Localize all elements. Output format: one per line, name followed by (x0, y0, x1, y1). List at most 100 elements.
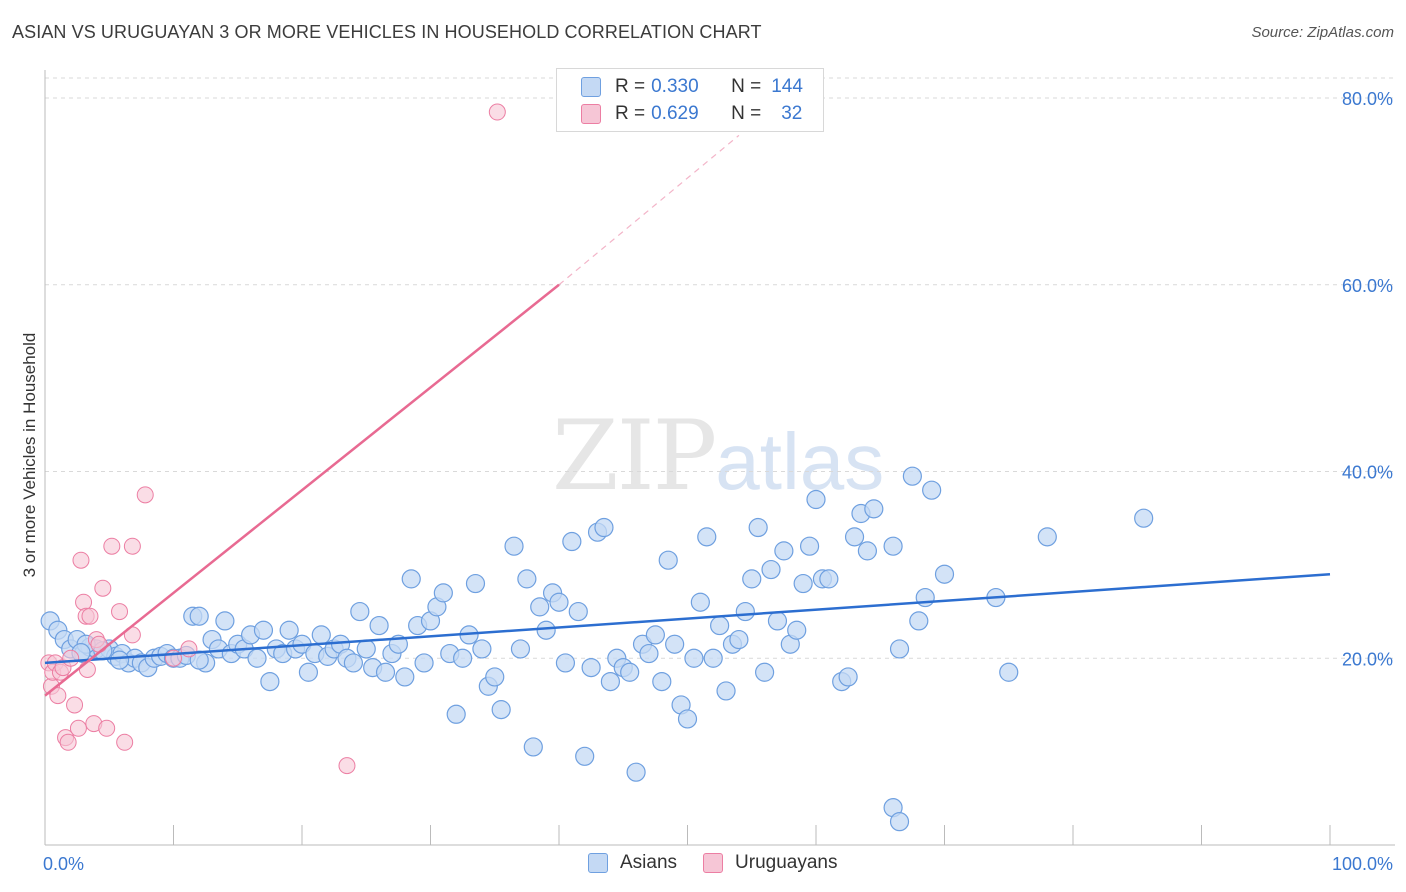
asian-point (279, 620, 299, 640)
watermark-zip: ZIP (552, 400, 717, 512)
uruguayan-point (338, 757, 356, 775)
asian-point (864, 499, 884, 519)
asian-point (491, 700, 511, 720)
uruguayan-r-value: 0.629 (651, 103, 699, 124)
asian-point (677, 709, 698, 729)
source-label: Source: ZipAtlas.com (1251, 24, 1394, 41)
uruguayan-point (98, 719, 116, 737)
asian-point (433, 583, 453, 603)
asian-trend-line (44, 572, 1331, 665)
asian-point (922, 480, 942, 500)
asian-point (844, 527, 865, 547)
uruguayan-n-value: 32 (781, 103, 803, 124)
asian-point (665, 634, 685, 654)
asian-point (485, 667, 505, 687)
y-tick-label: 20.0% (1342, 649, 1393, 669)
uruguayan-point (123, 537, 141, 555)
legend-row-uruguayan: R = 0.629 N = 32 (581, 103, 802, 125)
asian-point (472, 639, 492, 659)
uruguayan-trend-line (44, 283, 560, 697)
asian-point (909, 611, 929, 631)
asian-point (652, 671, 672, 692)
uruguayan-swatch (581, 104, 601, 124)
asian-point (369, 615, 389, 636)
uruguayan-point (81, 607, 99, 625)
uruguayan-trend-extension (558, 134, 740, 286)
asian-point (1037, 527, 1057, 547)
asian-point (774, 541, 794, 561)
asians-legend-label: Asians (620, 852, 678, 873)
asian-point (298, 662, 319, 682)
asian-r-value: 0.330 (651, 76, 699, 97)
asian-n-value: 144 (771, 76, 803, 97)
asian-point (253, 620, 274, 640)
asian-point (1134, 508, 1154, 528)
asian-point (523, 737, 543, 757)
asian-point (446, 704, 466, 724)
x-tick-label-min: 0.0% (43, 854, 84, 874)
uruguayan-point (94, 579, 112, 597)
asian-r-label: R = (615, 76, 646, 97)
uruguayan-point (72, 551, 90, 569)
asian-point (414, 653, 434, 673)
asian-point (453, 648, 473, 668)
asian-point (838, 667, 858, 687)
asian-point (754, 662, 775, 682)
uruguayan-point (69, 719, 87, 737)
asian-point (915, 587, 935, 608)
asian-point (530, 597, 550, 617)
asian-point (806, 489, 826, 510)
uruguayan-point (111, 603, 129, 621)
uruguayan-point (116, 733, 134, 751)
asian-point (247, 648, 267, 668)
asian-point (510, 639, 531, 659)
asian-point (620, 662, 640, 682)
series-legend: Asians Uruguayans (588, 852, 863, 874)
asian-point (465, 573, 486, 594)
uruguayans-legend-swatch (703, 853, 724, 873)
asian-point (639, 643, 659, 664)
x-tick-label-max: 100.0% (1332, 854, 1393, 874)
asian-point (658, 550, 678, 570)
uruguayan-point (90, 635, 108, 653)
uruguayan-r-label: R = (615, 103, 646, 124)
asian-point (735, 601, 755, 622)
asian-point (600, 671, 621, 692)
uruguayans-legend-label: Uruguayans (735, 852, 838, 873)
asian-point (562, 531, 582, 552)
uruguayan-point (488, 103, 506, 121)
asians-legend-swatch (588, 853, 608, 873)
asian-point (684, 648, 704, 668)
asian-point (215, 611, 235, 631)
asian-point (568, 601, 588, 622)
asian-point (761, 559, 781, 580)
asian-point (729, 629, 749, 650)
asian-point (356, 639, 376, 659)
asian-point (697, 527, 717, 547)
uruguayan-point (103, 537, 121, 555)
asian-point (934, 564, 955, 584)
asian-point (748, 517, 768, 538)
y-tick-label: 40.0% (1342, 463, 1393, 483)
watermark-atlas: atlas (715, 417, 885, 506)
uruguayan-point (78, 660, 96, 678)
asian-point (594, 517, 614, 538)
asian-point (889, 639, 910, 659)
asian-point (517, 569, 537, 589)
y-tick-label: 80.0% (1342, 89, 1393, 109)
asian-point (575, 746, 595, 766)
asian-point (799, 536, 820, 556)
asian-point (401, 569, 421, 589)
watermark: ZIPatlas (552, 400, 884, 512)
uruguayan-point (49, 687, 67, 705)
asian-point (902, 466, 922, 486)
asian-point (555, 653, 576, 673)
legend-item-asians: Asians (588, 852, 677, 874)
chart-title: ASIAN VS URUGUAYAN 3 OR MORE VEHICLES IN… (12, 22, 762, 42)
uruguayan-point (59, 733, 77, 751)
asian-point (787, 620, 807, 640)
asian-point (857, 541, 878, 561)
asian-point (343, 653, 363, 673)
asian-point (819, 569, 839, 589)
